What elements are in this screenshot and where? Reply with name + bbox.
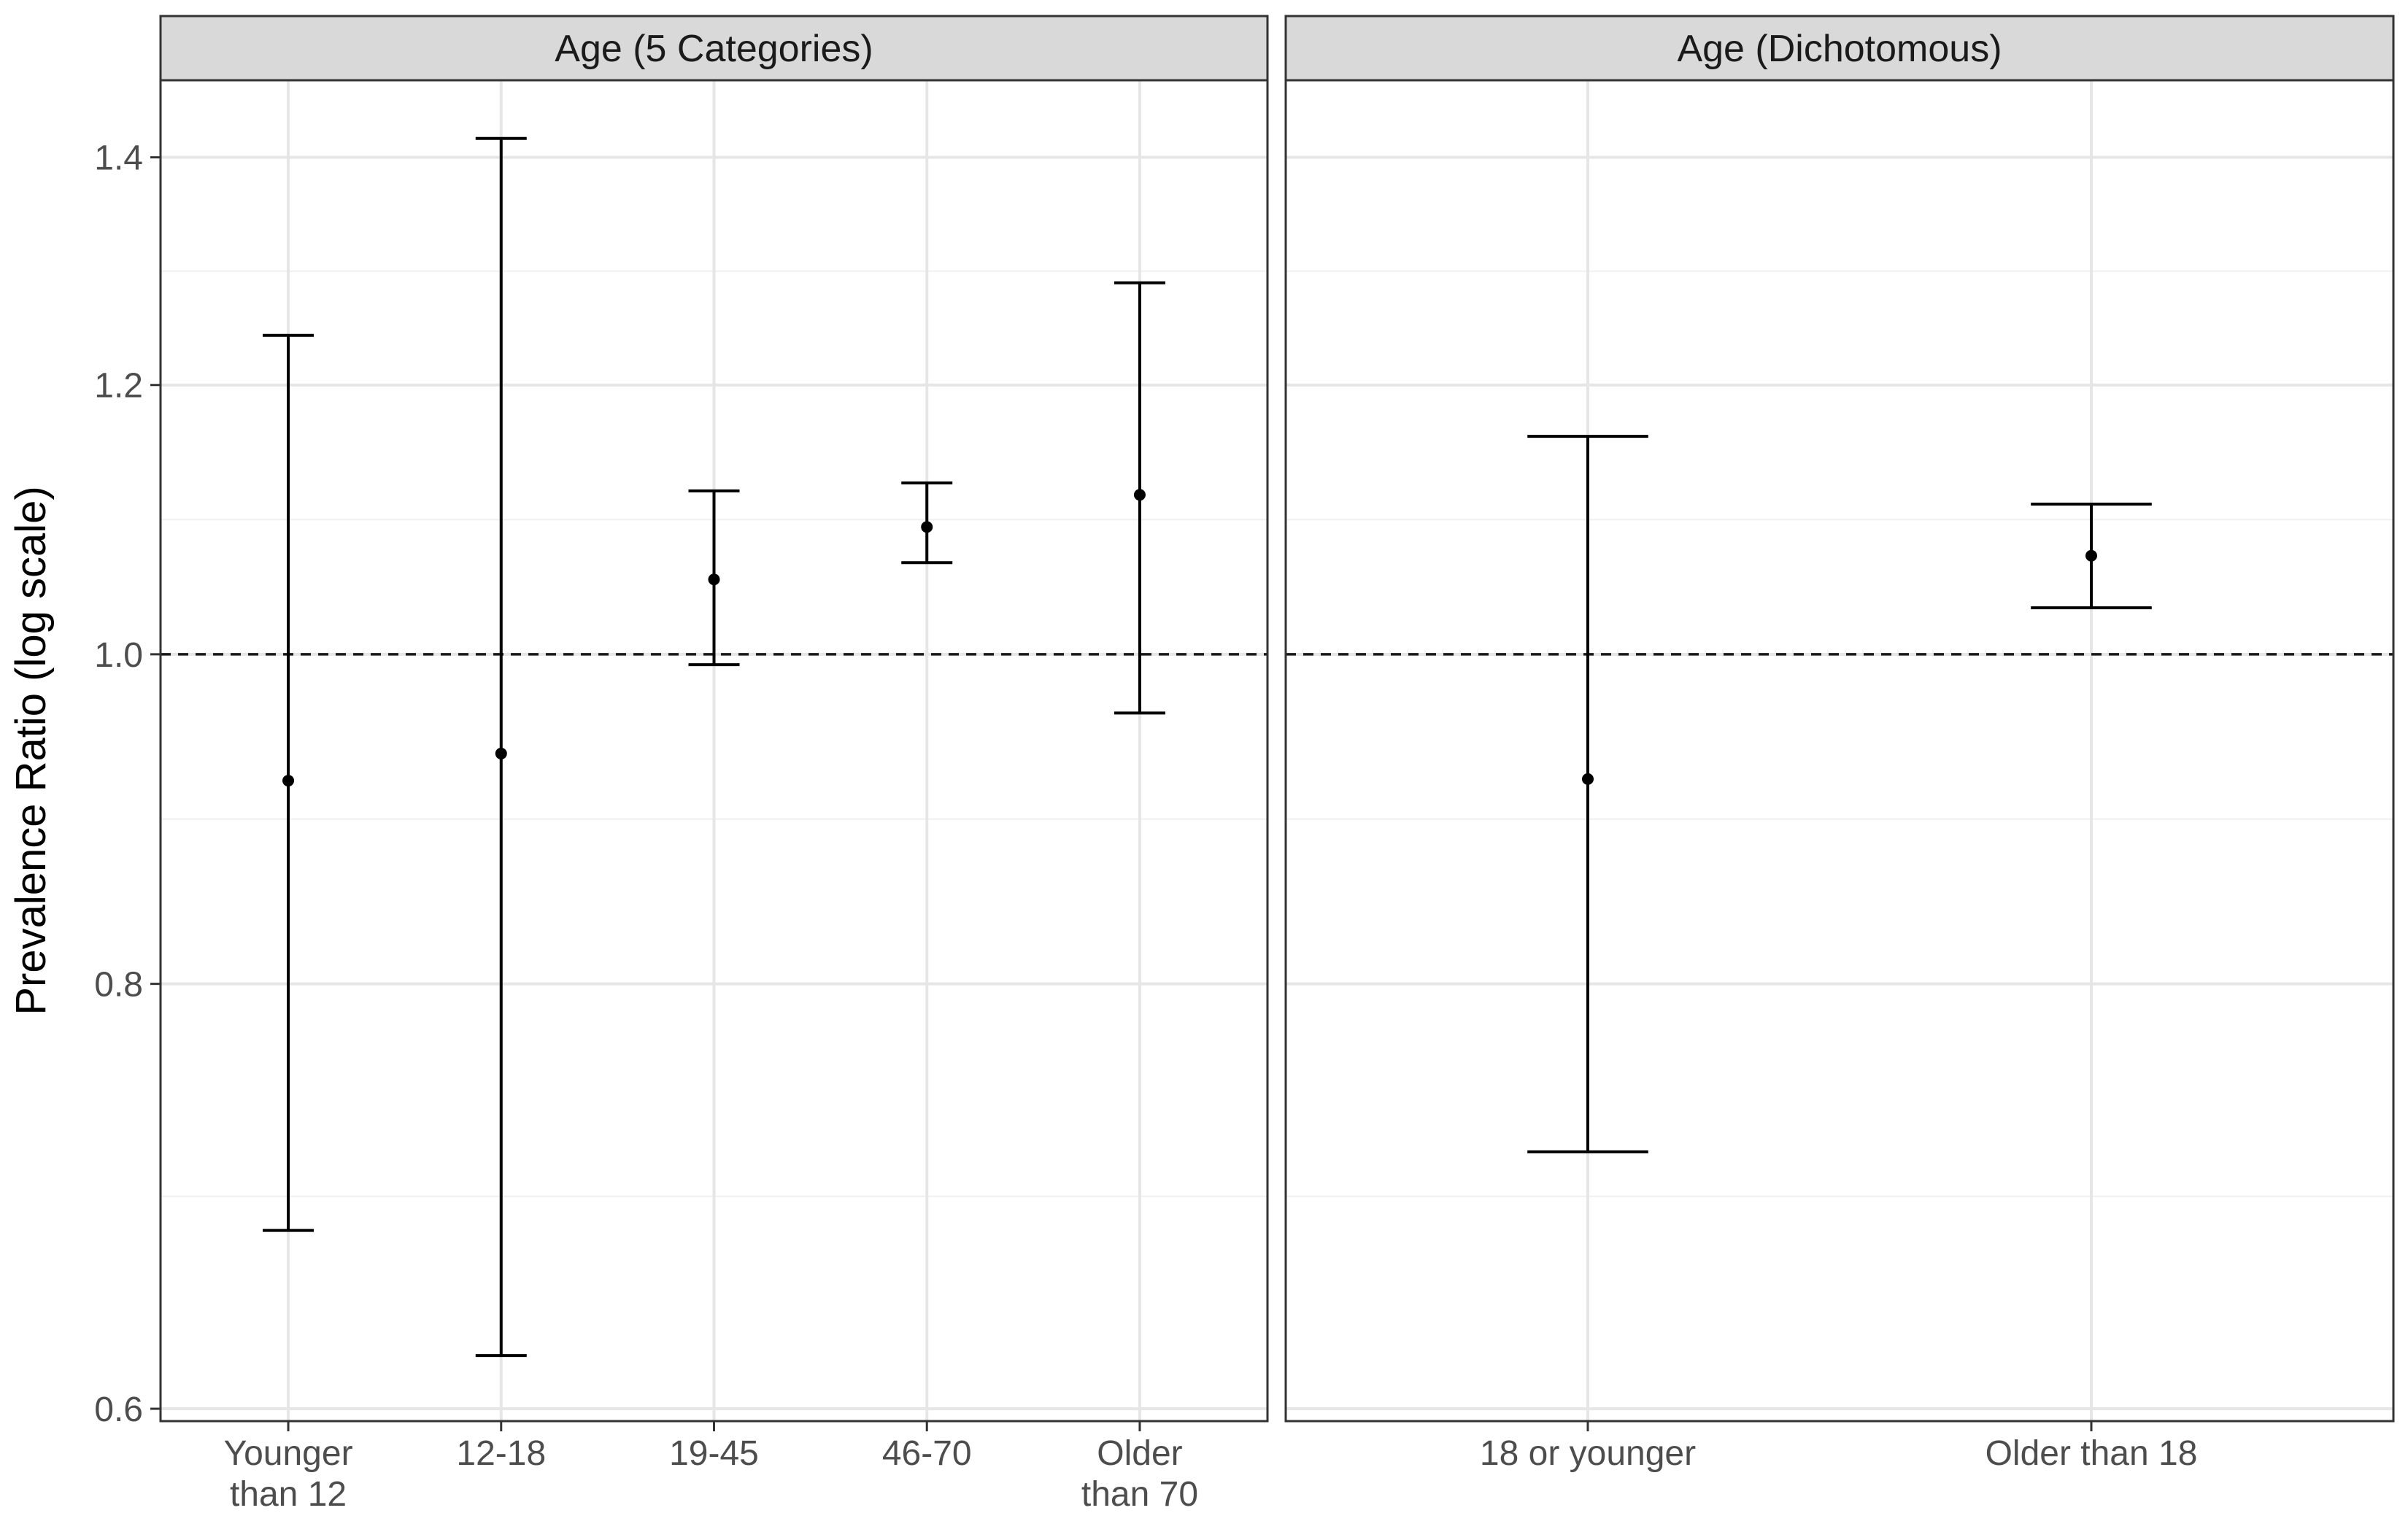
point-estimate xyxy=(921,521,933,533)
strip-background xyxy=(1284,15,2395,82)
point-estimate xyxy=(495,747,507,759)
y-tick-label: 0.6 xyxy=(94,1390,143,1429)
x-tick-label: Older than 18 xyxy=(1986,1434,2198,1473)
x-tick-label: 18 or younger xyxy=(1480,1434,1696,1473)
error-bar-2 xyxy=(2031,503,2152,610)
x-tick-label: than 70 xyxy=(1081,1475,1198,1514)
strip-title: Age (Dichotomous) xyxy=(1677,28,2002,70)
x-tick-label: Younger xyxy=(223,1434,352,1473)
point-estimate xyxy=(1133,489,1146,501)
error-bar-4 xyxy=(901,481,953,565)
strip-background xyxy=(159,15,1269,82)
x-tick-label: Older xyxy=(1097,1434,1182,1473)
strip-title: Age (5 Categories) xyxy=(555,28,873,70)
error-bar-3 xyxy=(688,489,740,667)
panel-border xyxy=(1284,79,2395,1423)
y-tick-label: 1.2 xyxy=(94,367,143,406)
point-estimate xyxy=(1582,773,1594,785)
error-bar-5 xyxy=(1114,281,1165,715)
x-tick-label: 12-18 xyxy=(456,1434,546,1473)
y-tick-label: 0.8 xyxy=(94,966,143,1005)
error-bar-1 xyxy=(1527,435,1648,1153)
error-bar-1 xyxy=(263,333,314,1232)
x-tick-label: than 12 xyxy=(230,1475,347,1514)
x-tick-label: 19-45 xyxy=(669,1434,759,1473)
point-estimate xyxy=(2085,549,2097,562)
panel-2: Age (Dichotomous) 18 or younger Older than… xyxy=(1284,15,2395,1473)
error-bar-2 xyxy=(475,136,527,1358)
y-tick-label: 1.4 xyxy=(94,139,143,178)
y-tick-label: 1.0 xyxy=(94,636,143,675)
point-estimate xyxy=(282,775,295,787)
y-axis-title: Prevalence Ratio (log scale) xyxy=(7,486,55,1015)
point-estimate xyxy=(708,573,720,586)
x-tick-label: 46-70 xyxy=(882,1434,972,1473)
